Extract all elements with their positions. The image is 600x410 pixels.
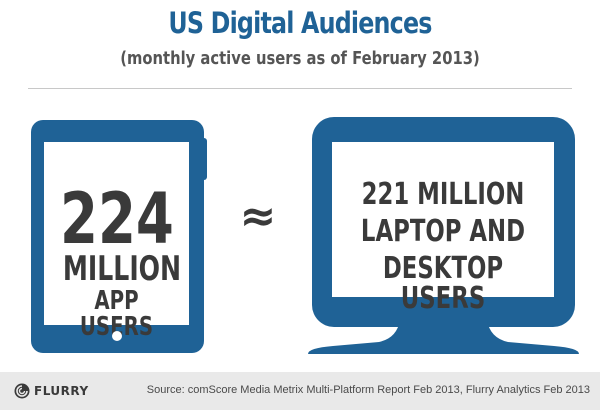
tablet-icon: 224 MILLION APP USERS (31, 120, 204, 353)
flurry-logo: FLURRY (14, 382, 89, 400)
desktop-users-label-2: DESKTOP USERS (382, 251, 504, 316)
footer: FLURRY Source: comScore Media Metrix Mul… (0, 372, 600, 410)
tablet-screen: 224 MILLION APP USERS (44, 142, 189, 340)
divider (28, 88, 572, 89)
flurry-logo-text: FLURRY (34, 384, 89, 398)
tablet-home-button (112, 331, 122, 341)
approx-equal-icon: ≈ (239, 191, 277, 242)
desktop-users-label-1: LAPTOP AND (360, 214, 526, 249)
flurry-logo-icon (14, 383, 30, 399)
page-subtitle: (monthly active users as of February 201… (120, 48, 480, 69)
monitor-icon: 221 MILLION LAPTOP AND DESKTOP USERS (312, 117, 575, 327)
app-users-number: 224 (59, 178, 174, 260)
app-users-unit: MILLION (62, 249, 182, 289)
page-title: US Digital Audiences (168, 6, 432, 40)
source-citation: Source: comScore Media Metrix Multi-Plat… (146, 384, 590, 396)
desktop-users-number: 221 MILLION (361, 177, 525, 212)
monitor-screen: 221 MILLION LAPTOP AND DESKTOP USERS (332, 142, 554, 314)
monitor-stand-icon (308, 320, 579, 354)
tablet-side-button (202, 138, 207, 180)
